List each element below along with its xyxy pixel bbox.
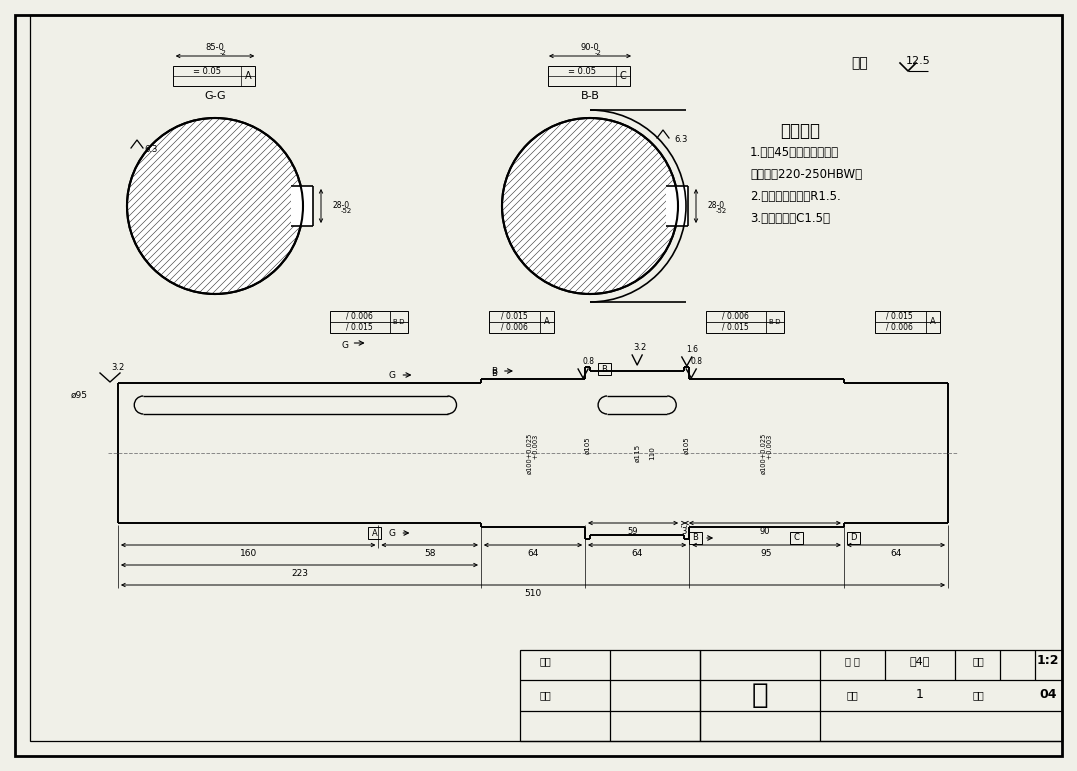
Text: A: A [929, 318, 936, 326]
Text: / 0.006: / 0.006 [501, 323, 528, 332]
Circle shape [127, 118, 303, 294]
FancyBboxPatch shape [607, 396, 668, 414]
Bar [875, 311, 940, 333]
Text: 510: 510 [524, 590, 542, 598]
Text: 90-0: 90-0 [581, 42, 600, 52]
Text: 110: 110 [649, 446, 655, 460]
Text: -52: -52 [715, 208, 727, 214]
Text: ø105: ø105 [585, 436, 590, 454]
Text: / 0.015: / 0.015 [346, 323, 373, 332]
Text: 12.5: 12.5 [906, 56, 931, 66]
Text: G: G [341, 341, 348, 349]
Text: 28-0: 28-0 [708, 201, 725, 210]
Text: 28-0: 28-0 [333, 201, 350, 210]
Text: -2: -2 [220, 50, 226, 56]
Text: ø105: ø105 [684, 436, 689, 454]
Text: 59: 59 [628, 527, 639, 537]
Bar [847, 532, 859, 544]
Bar [700, 650, 1062, 741]
Text: B-D: B-D [768, 319, 781, 325]
Text: 0.8: 0.8 [582, 358, 595, 366]
Text: G: G [389, 528, 396, 537]
Text: 技术要求: 技术要求 [780, 122, 820, 140]
Text: ø100+0.025
      +0.003: ø100+0.025 +0.003 [760, 433, 773, 473]
Bar [330, 311, 407, 333]
Bar [368, 527, 381, 539]
Text: 制图: 制图 [540, 656, 551, 666]
Text: 数量: 数量 [847, 690, 858, 700]
Text: ø115: ø115 [634, 444, 640, 462]
Text: A: A [372, 528, 377, 537]
Text: 3.2: 3.2 [111, 362, 125, 372]
Circle shape [502, 118, 679, 294]
Text: 58: 58 [424, 550, 435, 558]
Text: B: B [693, 534, 698, 543]
Text: 其余: 其余 [852, 56, 868, 70]
Text: / 0.006: / 0.006 [886, 323, 913, 332]
Text: B-D: B-D [392, 319, 405, 325]
Text: B: B [491, 366, 496, 375]
Text: B: B [601, 365, 607, 373]
Text: 1.6: 1.6 [686, 345, 698, 355]
Text: 90: 90 [759, 527, 770, 537]
Text: C: C [619, 71, 627, 81]
Text: 比例: 比例 [973, 656, 984, 666]
Text: 6.3: 6.3 [674, 136, 688, 144]
Text: B: B [491, 369, 496, 378]
Text: 轴: 轴 [752, 681, 768, 709]
Text: 第4张: 第4张 [910, 656, 931, 666]
Text: -52: -52 [340, 208, 351, 214]
Text: 6.3: 6.3 [144, 146, 157, 154]
Bar [489, 311, 554, 333]
Text: D: D [850, 534, 856, 543]
Text: A: A [544, 318, 550, 326]
Text: ø100+0.025
      +0.003: ø100+0.025 +0.003 [527, 433, 540, 473]
Text: 64: 64 [631, 550, 643, 558]
Bar [173, 66, 255, 86]
Text: = 0.05: = 0.05 [193, 66, 221, 76]
Text: 1:2: 1:2 [1037, 655, 1060, 668]
Text: 64: 64 [891, 550, 901, 558]
Text: 图号: 图号 [973, 690, 984, 700]
Text: 3.未注倒角为C1.5。: 3.未注倒角为C1.5。 [750, 213, 830, 225]
Text: 85-0: 85-0 [206, 42, 224, 52]
Text: 04: 04 [1039, 689, 1057, 702]
Text: A: A [244, 71, 251, 81]
Text: 223: 223 [291, 570, 308, 578]
Text: / 0.006: / 0.006 [346, 311, 373, 321]
Text: 1.材料45钢，调制后处理: 1.材料45钢，调制后处理 [750, 146, 839, 160]
Text: 0.8: 0.8 [690, 358, 702, 366]
Text: 95: 95 [760, 550, 772, 558]
Bar [666, 186, 688, 226]
Text: -2: -2 [595, 50, 601, 56]
Text: 审核: 审核 [540, 690, 551, 700]
Text: 2.未注圆角半径为R1.5.: 2.未注圆角半径为R1.5. [750, 190, 841, 204]
Bar [689, 532, 702, 544]
Text: / 0.015: / 0.015 [886, 311, 913, 321]
Text: 3.2: 3.2 [633, 342, 647, 352]
Text: 表面硬度220-250HBW。: 表面硬度220-250HBW。 [750, 169, 862, 181]
Bar [548, 66, 630, 86]
Text: / 0.015: / 0.015 [723, 323, 749, 332]
Text: 共 张: 共 张 [844, 656, 859, 666]
Text: G-G: G-G [205, 91, 226, 101]
Text: 3: 3 [681, 527, 686, 537]
Bar [520, 650, 700, 741]
Text: 64: 64 [528, 550, 538, 558]
Bar [598, 363, 611, 375]
Text: C: C [793, 534, 799, 543]
Text: G: G [389, 371, 396, 379]
Text: 1: 1 [917, 689, 924, 702]
Bar [291, 186, 313, 226]
FancyBboxPatch shape [143, 396, 448, 414]
Text: B-B: B-B [581, 91, 600, 101]
Text: / 0.015: / 0.015 [501, 311, 528, 321]
Text: ø95: ø95 [71, 390, 88, 399]
Text: = 0.05: = 0.05 [568, 66, 596, 76]
Bar [705, 311, 783, 333]
Text: 160: 160 [239, 550, 256, 558]
Bar [791, 532, 803, 544]
Text: / 0.006: / 0.006 [722, 311, 749, 321]
